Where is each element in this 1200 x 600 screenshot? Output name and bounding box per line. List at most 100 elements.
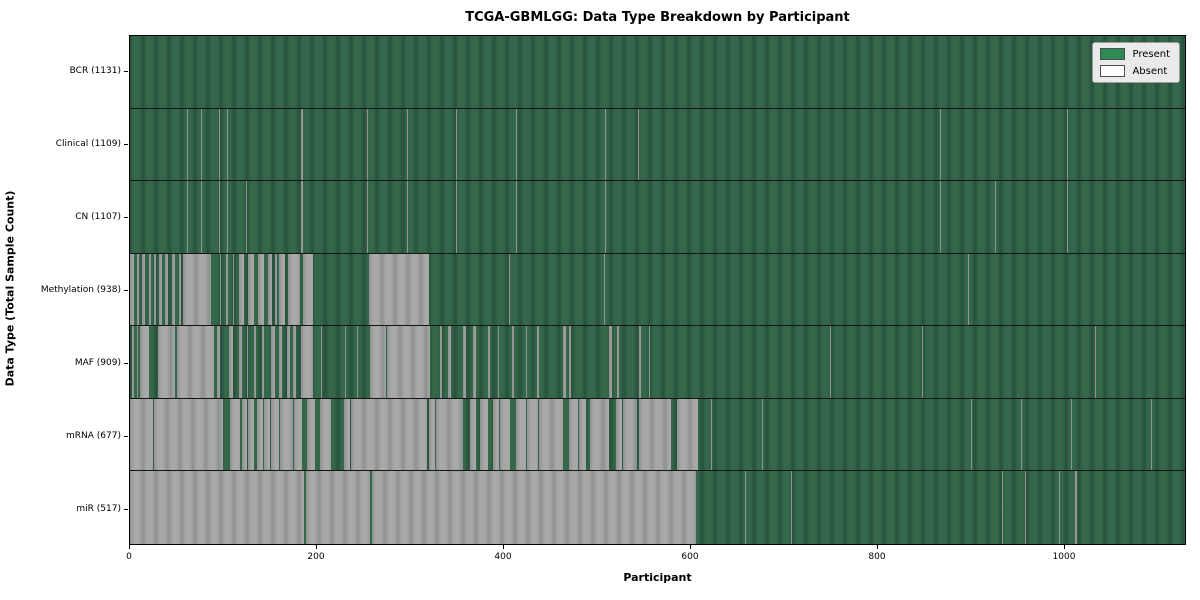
legend: Present Absent — [1092, 42, 1180, 83]
absent-segment — [366, 181, 368, 253]
absent-segment — [456, 108, 458, 181]
y-tick-mark — [124, 144, 128, 145]
absent-segment — [1020, 398, 1022, 471]
absent-segment — [148, 253, 152, 326]
x-tick-label-200: 200 — [307, 552, 325, 562]
legend-label-present: Present — [1132, 48, 1170, 60]
absent-segment — [229, 398, 241, 471]
y-tick-label-MAF: MAF (909) — [74, 358, 121, 368]
absent-segment — [1059, 471, 1061, 544]
absent-segment — [293, 326, 297, 398]
absent-segment — [429, 398, 436, 471]
absent-segment — [280, 398, 294, 471]
absent-segment — [939, 108, 941, 181]
absent-segment — [270, 326, 275, 398]
absent-segment — [142, 253, 145, 326]
absent-segment — [286, 326, 290, 398]
absent-segment — [488, 326, 491, 398]
absent-segment — [227, 108, 228, 181]
absent-segment — [287, 253, 300, 326]
absent-segment — [407, 181, 409, 253]
legend-item-absent: Absent — [1100, 65, 1170, 77]
absent-segment — [130, 398, 154, 471]
present-swatch — [1100, 48, 1126, 60]
absent-segment — [761, 398, 763, 471]
absent-segment — [368, 253, 430, 326]
absent-segment — [270, 398, 280, 471]
absent-segment — [791, 471, 793, 544]
absent-segment — [525, 326, 528, 398]
absent-segment — [603, 253, 605, 326]
absent-segment — [439, 326, 443, 398]
row-Clinical — [130, 108, 1185, 182]
absent-segment — [218, 108, 220, 181]
absent-segment — [744, 471, 746, 544]
absent-segment — [320, 398, 331, 471]
absent-segment — [516, 108, 518, 181]
absent-segment — [1074, 471, 1077, 544]
absent-segment — [183, 253, 212, 326]
y-tick-label-mRNA: mRNA (677) — [66, 431, 121, 441]
y-tick-label-BCR: BCR (1131) — [69, 66, 121, 76]
absent-segment — [536, 326, 539, 398]
legend-label-absent: Absent — [1132, 65, 1168, 77]
absent-segment — [154, 253, 157, 326]
legend-item-present: Present — [1100, 48, 1170, 60]
absent-segment — [639, 326, 642, 398]
absent-segment — [218, 181, 220, 253]
x-tick-mark — [690, 545, 691, 549]
absent-segment — [268, 253, 272, 326]
absent-segment — [186, 181, 188, 253]
absent-segment — [369, 326, 386, 398]
absent-segment — [516, 181, 518, 253]
y-tick-label-Methylation: Methylation (938) — [40, 285, 121, 295]
row-BCR — [130, 36, 1185, 109]
absent-segment — [1094, 326, 1096, 398]
absent-segment — [639, 398, 671, 471]
absent-segment — [130, 471, 304, 544]
absent-segment — [246, 326, 249, 398]
absent-segment — [1066, 108, 1068, 181]
absent-segment — [527, 398, 538, 471]
absent-segment — [300, 326, 313, 398]
absent-segment — [473, 326, 477, 398]
absent-segment — [469, 398, 477, 471]
y-tick-label-CN: CN (1107) — [75, 212, 121, 222]
absent-segment — [511, 326, 515, 398]
x-tick-label-800: 800 — [868, 552, 886, 562]
plot-area: Present Absent — [129, 35, 1186, 545]
absent-segment — [711, 398, 713, 471]
absent-segment — [131, 326, 134, 398]
x-tick-label-600: 600 — [681, 552, 699, 562]
chart-title: TCGA-GBMLGG: Data Type Breakdown by Part… — [465, 10, 850, 25]
absent-segment — [200, 181, 202, 253]
y-tick-mark — [124, 363, 128, 364]
absent-segment — [321, 326, 323, 398]
row-MAF — [130, 326, 1185, 399]
absent-segment — [344, 326, 346, 398]
absent-swatch — [1100, 65, 1126, 77]
absent-segment — [274, 253, 278, 326]
absent-segment — [604, 181, 606, 253]
absent-segment — [256, 398, 264, 471]
absent-segment — [921, 326, 923, 398]
y-tick-mark — [124, 290, 128, 291]
absent-segment — [609, 326, 613, 398]
absent-segment — [307, 398, 315, 471]
absent-segment — [1151, 398, 1153, 471]
absent-segment — [371, 471, 697, 544]
absent-segment — [165, 253, 169, 326]
absent-segment — [226, 253, 228, 326]
absent-segment — [200, 108, 202, 181]
y-tick-mark — [124, 509, 128, 510]
absent-segment — [356, 326, 358, 398]
absent-segment — [232, 253, 235, 326]
absent-segment — [257, 253, 265, 326]
absent-segment — [264, 398, 270, 471]
y-tick-mark — [124, 217, 128, 218]
row-CN — [130, 181, 1185, 254]
absent-segment — [300, 181, 304, 253]
absent-segment — [247, 253, 255, 326]
absent-segment — [140, 326, 149, 398]
absent-segment — [967, 253, 969, 326]
